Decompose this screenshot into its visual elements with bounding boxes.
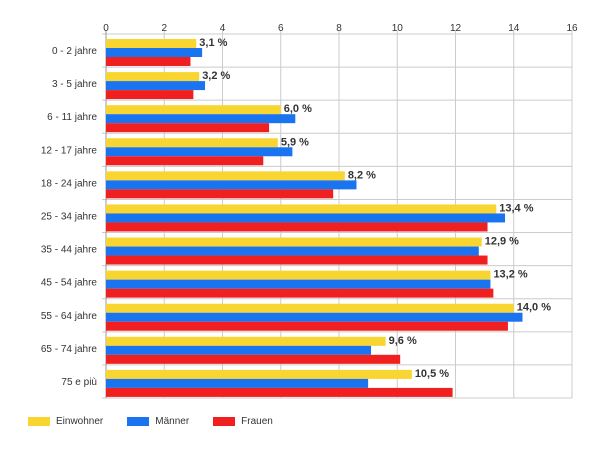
grid-lines	[102, 30, 573, 399]
bar-maenner	[106, 81, 206, 91]
x-tick-label: 2	[161, 23, 167, 34]
bar-einwohner	[106, 39, 197, 48]
bar-frauen	[106, 123, 270, 133]
x-axis-ticks: 0 2 4 6 8 10 12 14 16	[103, 23, 578, 34]
bar-maenner	[106, 213, 506, 223]
x-tick-label: 8	[336, 23, 342, 34]
legend: Einwohner Männer Frauen	[28, 416, 297, 427]
bar-einwohner	[106, 369, 412, 379]
legend-swatch-maenner	[127, 417, 150, 426]
data-label: 3,2 %	[202, 70, 230, 82]
data-label: 10,5 %	[415, 368, 449, 380]
data-label: 6,0 %	[284, 103, 312, 115]
legend-item-maenner: Männer	[127, 416, 189, 427]
data-label: 3,1 %	[199, 37, 227, 49]
bar-maenner	[106, 114, 296, 124]
bar-einwohner	[106, 237, 482, 247]
bar-einwohner	[106, 105, 281, 115]
bar-maenner	[106, 147, 293, 157]
bar-frauen	[106, 57, 191, 66]
category-label: 12 - 17 jahre	[41, 145, 98, 156]
bar-frauen	[106, 156, 264, 166]
bar-einwohner	[106, 303, 514, 313]
data-label: 5,9 %	[281, 136, 309, 148]
bar-maenner	[106, 246, 479, 256]
bar-einwohner	[106, 270, 491, 280]
bar-maenner	[106, 180, 357, 190]
bar-maenner	[106, 48, 203, 57]
bar-maenner	[106, 312, 523, 322]
x-tick-label: 4	[220, 23, 226, 34]
bar-frauen	[106, 222, 488, 232]
bar-frauen	[106, 255, 488, 265]
bar-einwohner	[106, 336, 386, 346]
data-label: 13,4 %	[499, 202, 533, 214]
category-label: 6 - 11 jahre	[47, 112, 97, 123]
data-labels: 3,1 % 3,2 % 6,0 % 5,9 % 8,2 % 13,4 % 12,9 % 13,…	[199, 37, 551, 380]
x-tick-label: 12	[450, 23, 462, 34]
bar-maenner	[106, 279, 491, 289]
data-label: 13,2 %	[493, 269, 527, 281]
bar-frauen	[106, 354, 401, 364]
legend-label-frauen: Frauen	[241, 416, 273, 427]
data-label: 8,2 %	[348, 169, 376, 181]
data-label: 9,6 %	[389, 335, 417, 347]
bar-frauen	[106, 189, 334, 199]
category-label: 55 - 64 jahre	[41, 311, 98, 322]
legend-swatch-einwohner	[28, 417, 50, 426]
category-label: 0 - 2 jahre	[52, 46, 97, 57]
bar-einwohner	[106, 72, 200, 82]
x-tick-label: 16	[566, 23, 578, 34]
bar-frauen	[106, 90, 194, 100]
data-label: 12,9 %	[485, 236, 519, 248]
category-label: 45 - 54 jahre	[41, 278, 98, 289]
legend-label-maenner: Männer	[155, 416, 190, 427]
category-label: 65 - 74 jahre	[41, 344, 98, 355]
x-tick-label: 14	[508, 23, 520, 34]
bar-frauen	[106, 387, 453, 397]
bar-einwohner	[106, 138, 278, 148]
x-tick-label: 0	[103, 23, 109, 34]
category-labels: 0 - 2 jahre 3 - 5 jahre 6 - 11 jahre 12 - 1…	[41, 46, 98, 388]
bars	[106, 39, 523, 397]
x-tick-label: 10	[392, 23, 404, 34]
legend-label-einwohner: Einwohner	[56, 416, 104, 427]
x-tick-label: 6	[278, 23, 284, 34]
legend-item-einwohner: Einwohner	[28, 416, 103, 427]
legend-item-frauen: Frauen	[213, 416, 273, 427]
legend-swatch-frauen	[213, 417, 236, 426]
bar-maenner	[106, 378, 369, 388]
category-label: 75 e più	[61, 377, 97, 388]
bar-maenner	[106, 345, 372, 355]
category-label: 25 - 34 jahre	[41, 212, 98, 223]
category-label: 3 - 5 jahre	[52, 79, 97, 90]
bar-frauen	[106, 288, 494, 298]
category-label: 18 - 24 jahre	[41, 178, 98, 189]
bar-einwohner	[106, 204, 497, 214]
category-label: 35 - 44 jahre	[41, 245, 98, 256]
bar-frauen	[106, 321, 508, 331]
bar-einwohner	[106, 171, 345, 181]
data-label: 14,0 %	[517, 302, 551, 314]
